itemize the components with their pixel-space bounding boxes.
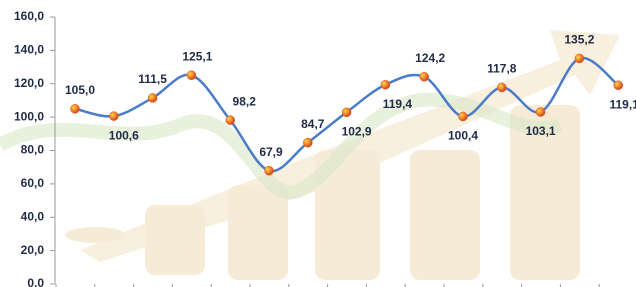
data-point [420, 72, 429, 81]
data-label: 119,4 [383, 97, 413, 111]
data-label: 98,2 [233, 94, 257, 108]
background-decoration [0, 30, 620, 280]
y-tick-label: 140,0 [14, 43, 44, 57]
data-label: 117,8 [487, 62, 517, 76]
data-point [71, 104, 80, 113]
y-tick-label: 80,0 [21, 143, 45, 157]
data-point [575, 54, 584, 63]
data-label: 100,6 [109, 128, 139, 142]
data-point [148, 93, 157, 102]
data-point [187, 71, 196, 80]
data-label: 125,1 [182, 49, 212, 63]
data-label: 102,9 [342, 124, 372, 138]
data-point [109, 112, 118, 121]
data-label: 100,4 [448, 129, 478, 143]
data-point [265, 166, 274, 175]
data-point [459, 112, 468, 121]
data-label: 105,0 [65, 83, 95, 97]
data-point [303, 138, 312, 147]
data-label: 84,7 [301, 117, 325, 131]
y-tick-label: 160,0 [14, 9, 44, 23]
data-label: 119,1 [610, 97, 636, 111]
y-tick-label: 100,0 [14, 109, 44, 123]
y-tick-label: 20,0 [21, 243, 45, 257]
data-label: 111,5 [138, 72, 167, 86]
data-point [381, 80, 390, 89]
data-point [342, 108, 351, 117]
data-point [226, 116, 235, 125]
y-tick-label: 0,0 [27, 276, 44, 287]
data-label: 135,2 [564, 33, 594, 47]
data-point [614, 81, 623, 90]
data-label: 103,1 [526, 124, 556, 138]
y-tick-label: 120,0 [14, 76, 44, 90]
chart: 0,0 20,0 40,0 60,0 80,0 100,0 120,0 140,0 160,0 1… [0, 0, 636, 287]
data-point [497, 83, 506, 92]
data-label: 67,9 [259, 145, 283, 159]
data-point [536, 107, 545, 116]
y-tick-label: 40,0 [21, 209, 45, 223]
y-tick-label: 60,0 [21, 176, 45, 190]
data-label: 124,2 [415, 51, 445, 65]
